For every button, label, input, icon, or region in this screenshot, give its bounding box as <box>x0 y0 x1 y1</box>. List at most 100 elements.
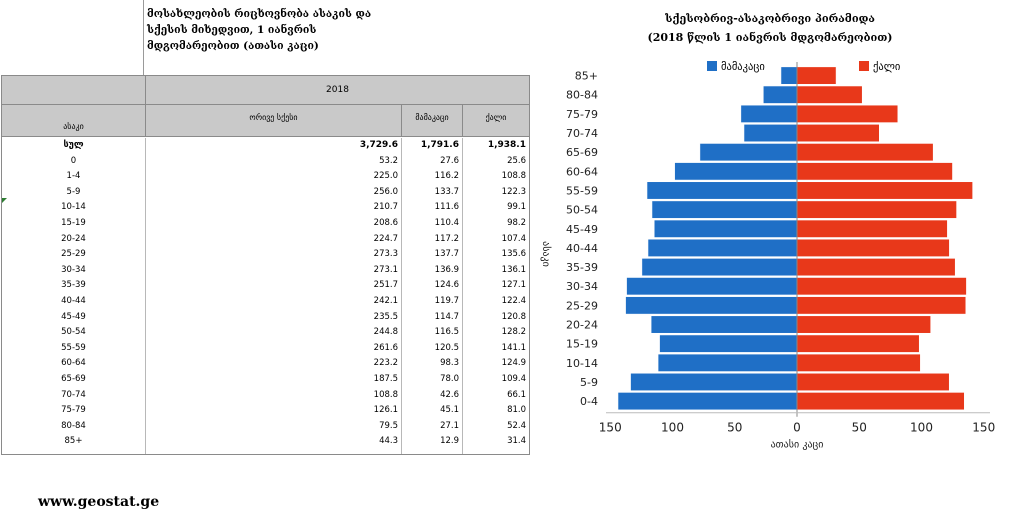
chart-title: სქესობრივ-ასაკობრივი პირამიდა (2018 წლის… <box>600 9 940 47</box>
table-row: 75-79 126.1 45.1 81.0 <box>2 403 529 419</box>
y-tick-label: 5-9 <box>580 376 598 389</box>
y-tick-label: 10-14 <box>566 357 598 370</box>
table-row: 85+ 44.3 12.9 31.4 <box>2 434 529 450</box>
table-row: 10-14 210.7 111.6 99.1 <box>2 200 529 216</box>
x-tick-label: 100 <box>661 421 684 435</box>
y-tick-label: 55-59 <box>566 184 598 197</box>
bar-female <box>796 238 950 257</box>
bar-male <box>659 334 798 353</box>
cell-female: 136.1 <box>501 264 526 275</box>
col-header-male: მამაკაცი <box>401 105 462 136</box>
y-tick-label: 65-69 <box>566 146 598 159</box>
cell-male: 1,791.6 <box>420 140 459 150</box>
cell-female: 108.8 <box>501 171 526 182</box>
cell-female: 107.4 <box>501 233 526 244</box>
x-tick-label: 150 <box>972 421 995 435</box>
cell-female: 52.4 <box>507 420 526 431</box>
bar-male <box>657 353 798 372</box>
bar-female <box>796 66 837 85</box>
cell-both-sexes: 3,729.6 <box>359 140 398 150</box>
table-header-columns-row: ორივე სქესი მამაკაცი ქალი <box>2 105 529 137</box>
y-tick-label: 25-29 <box>566 299 598 312</box>
cell-female: 66.1 <box>507 389 526 400</box>
cell-female: 127.1 <box>501 280 526 291</box>
table-row: 60-64 223.2 98.3 124.9 <box>2 356 529 372</box>
cell-age: 0 <box>70 155 77 166</box>
cell-male: 136.9 <box>434 264 459 275</box>
cell-age: 55-59 <box>61 342 86 353</box>
x-axis-label: ათასი კაცი <box>771 439 824 451</box>
cell-both-sexes: 273.1 <box>373 264 398 275</box>
col-header-female: ქალი <box>462 105 529 136</box>
bar-female <box>796 315 932 334</box>
cell-male: 110.4 <box>434 217 459 228</box>
bar-female <box>796 258 956 277</box>
cell-male: 27.1 <box>440 420 459 431</box>
cell-both-sexes: 224.7 <box>373 233 398 244</box>
cell-age: 25-29 <box>61 249 86 260</box>
cell-age: 60-64 <box>61 358 86 369</box>
y-tick-label: 30-34 <box>566 280 598 293</box>
cell-age: 80-84 <box>61 420 86 431</box>
cell-age: 15-19 <box>61 217 86 228</box>
cell-age: 50-54 <box>61 327 86 338</box>
y-tick-label: 50-54 <box>566 204 598 217</box>
cell-age: 1-4 <box>66 171 81 182</box>
cell-both-sexes: 235.5 <box>373 311 398 322</box>
cell-male: 78.0 <box>440 373 459 384</box>
y-tick-label: 75-79 <box>566 108 598 121</box>
y-tick-label: 70-74 <box>566 127 598 140</box>
y-tick-label: 40-44 <box>566 242 598 255</box>
cell-female: 120.8 <box>501 311 526 322</box>
cell-female: 98.2 <box>507 217 526 228</box>
bar-female <box>796 334 920 353</box>
y-tick-label: 60-64 <box>566 165 598 178</box>
cell-both-sexes: 261.6 <box>373 342 398 353</box>
cell-male: 116.2 <box>434 171 459 182</box>
cell-both-sexes: 126.1 <box>373 405 398 416</box>
table-header-year-row: 2018 <box>2 76 529 105</box>
cell-male: 117.2 <box>434 233 459 244</box>
source-url: www.geostat.ge <box>38 494 160 510</box>
cell-both-sexes: 187.5 <box>373 373 398 384</box>
bar-female <box>796 181 973 200</box>
cell-age: 20-24 <box>61 233 86 244</box>
cell-male: 124.6 <box>434 280 459 291</box>
cell-male: 27.6 <box>440 155 459 166</box>
cell-female: 81.0 <box>507 405 526 416</box>
bar-male <box>743 123 798 143</box>
bar-male <box>647 238 798 257</box>
cell-female: 122.3 <box>501 186 526 197</box>
bar-male <box>651 200 798 219</box>
cell-age: 45-49 <box>61 311 86 322</box>
cell-both-sexes: 244.8 <box>373 327 398 338</box>
table-row: 40-44 242.1 119.7 122.4 <box>2 294 529 310</box>
table-row-total: სულ 3,729.6 1,791.6 1,938.1 <box>2 138 529 154</box>
cell-both-sexes: 225.0 <box>373 171 398 182</box>
x-tick-label: 100 <box>910 421 933 435</box>
x-tick-label: 50 <box>852 421 867 435</box>
cell-female: 122.4 <box>501 295 526 306</box>
bar-female <box>796 200 957 219</box>
bar-female <box>796 123 880 143</box>
x-tick-label: 0 <box>793 421 801 435</box>
table-title: მოსახლეობის რიცხოვნობა ასაკის და სქესის … <box>147 8 372 52</box>
cell-female: 99.1 <box>507 202 526 213</box>
cell-both-sexes: 108.8 <box>373 389 398 400</box>
y-tick-label: 35-39 <box>566 261 598 274</box>
bar-male <box>762 85 798 104</box>
cell-age: 70-74 <box>61 389 86 400</box>
cell-both-sexes: 273.3 <box>373 249 398 260</box>
cell-male: 137.7 <box>434 249 459 260</box>
bar-male <box>617 392 798 411</box>
cell-both-sexes: 223.2 <box>373 358 398 369</box>
y-tick-label: 80-84 <box>566 89 598 102</box>
x-tick-label: 150 <box>599 421 622 435</box>
cell-age: 10-14 <box>61 202 86 213</box>
legend-swatch-female <box>859 61 869 71</box>
bar-female <box>796 353 921 372</box>
table-row: 0 53.2 27.6 25.6 <box>2 154 529 170</box>
bar-female <box>796 143 934 162</box>
cell-age: 75-79 <box>61 405 86 416</box>
